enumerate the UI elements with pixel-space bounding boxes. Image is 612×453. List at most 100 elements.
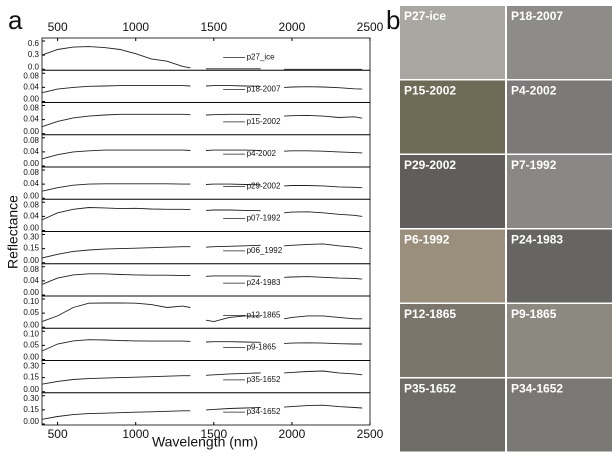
y-tick-label: 0.00 [23,191,39,200]
spectrum-line [41,149,363,160]
y-tick-label: 0.05 [23,340,39,349]
x-tick-label: 2500 [357,427,384,441]
photo-label: P34-1652 [511,382,563,396]
photo-label: P27-ice [404,9,446,23]
panel-label: b [386,5,400,35]
x-tick-label-top: 2000 [279,20,306,34]
series-name: p29-2002 [247,181,281,190]
site-photo [507,80,612,154]
panel-frame [41,166,371,200]
photo-label: P35-1652 [404,382,456,396]
series-name: p12-1865 [247,310,281,319]
panel-frame [41,327,371,361]
y-tick-label: 0.00 [23,159,39,168]
spectrum-line [41,85,363,94]
photo-label: P18-2007 [511,9,563,23]
y-tick-label: 0.08 [23,71,39,80]
site-photo [507,6,612,79]
y-tick-label: 0.08 [23,104,39,113]
site-photo [400,378,505,452]
y-tick-label: 0.08 [23,200,39,209]
plot-area: 500 500 1000 1000 1500 1500 2000 2000 2500 2500 0.… [23,20,383,441]
site-photo [507,378,612,452]
y-tick-label: 0.00 [23,385,39,394]
y-tick-label: 0.3 [28,50,40,59]
photo-label: P7-1992 [511,158,557,172]
x-tick-label-top: 1500 [200,20,227,34]
photo-label: P9-1865 [511,307,557,321]
x-axis-title: Wavelength (nm) [152,434,258,450]
y-tick-label: 0.10 [23,329,39,338]
photo-label: P24-1983 [511,233,563,247]
y-tick-label: 0.08 [23,168,39,177]
spectrum-line [41,46,363,70]
panel-label: a [8,5,23,35]
series-name: p06_1992 [247,246,283,255]
y-tick-label: 0.00 [23,417,39,426]
photo-label: P12-1865 [404,307,456,321]
spectrum-line [41,302,363,323]
panel-frame [41,198,371,232]
x-tick-label: 2000 [279,427,306,441]
panel-frame [41,37,371,71]
spectrum-line [41,183,363,192]
series-name: p18-2007 [247,85,281,94]
y-tick-label: 0.04 [23,179,39,188]
series-name: p27_ice [247,52,276,61]
panel-frame [41,295,371,329]
site-photo [400,80,505,154]
y-tick-label: 0.00 [23,95,39,104]
series-name: p34-1652 [247,407,281,416]
panel-frame [41,360,371,394]
site-photo [507,304,612,377]
spectrum-line [41,404,363,420]
y-tick-label: 0.04 [23,276,39,285]
site-photo [507,155,612,228]
x-tick-label-top: 500 [48,20,68,34]
series-name: p15-2002 [247,117,281,126]
photo-label: P4-2002 [511,84,557,98]
x-tick-label-top: 1000 [122,20,149,34]
spectrum-line [41,273,363,285]
y-tick-label: 0.04 [23,115,39,124]
series-name: p4-2002 [247,149,277,158]
series-name: p9-1865 [247,343,277,352]
photo-label: P15-2002 [404,84,456,98]
y-tick-label: 0.6 [28,39,40,48]
y-tick-label: 0.30 [23,394,39,403]
site-photo [400,6,505,79]
y-tick-label: 0.04 [23,82,39,91]
panel-frame [41,392,371,426]
panel-frame [41,231,371,265]
site-photo [400,304,505,377]
site-photo [507,229,612,303]
y-tick-label: 0.08 [23,136,39,145]
spectrum-line [41,113,363,128]
y-tick-label: 0.00 [23,288,39,297]
x-tick-label-top: 2500 [357,20,384,34]
x-tick-label: 1500 [200,427,227,441]
y-tick-label: 0.04 [23,147,39,156]
y-tick-label: 0.0 [28,62,40,71]
y-tick-label: 0.00 [23,256,39,265]
y-tick-label: 0.05 [23,308,39,317]
y-axis-title: Reflectance [5,195,21,269]
spectrum-line [41,243,363,259]
y-tick-label: 0.00 [23,320,39,329]
y-tick-label: 0.15 [23,244,39,253]
photo-label: P6-1992 [404,233,450,247]
panel-frame [41,102,371,136]
y-tick-label: 0.04 [23,211,39,220]
site-photo [400,155,505,228]
y-tick-label: 0.15 [23,373,39,382]
site-photo [400,229,505,303]
y-tick-label: 0.00 [23,353,39,362]
spectrum-line [41,207,363,221]
y-tick-label: 0.08 [23,265,39,274]
y-tick-label: 0.30 [23,233,39,242]
series-name: p35-1652 [247,375,281,384]
y-tick-label: 0.10 [23,297,39,306]
panel-frame [41,263,371,297]
